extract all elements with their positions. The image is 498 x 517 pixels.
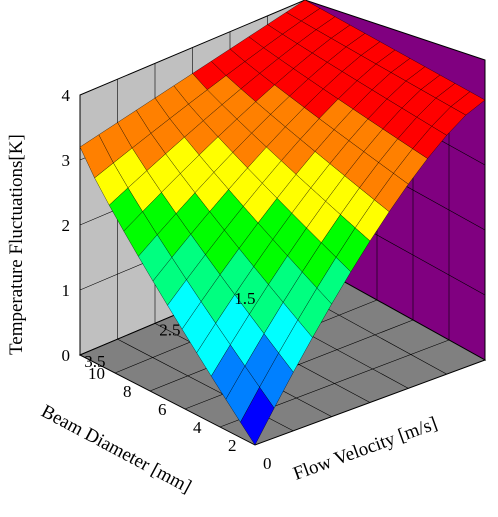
x-axis-title: Beam Diameter [mm] [38,401,195,498]
x-tick-label: 1.5 [234,289,255,308]
x-tick-label: 2.5 [159,321,180,340]
y-tick-label: 8 [123,382,132,401]
surface-patch [240,386,275,446]
y-tick-label: 4 [193,418,202,437]
y-tick-label: 10 [88,364,105,383]
z-tick-label: 2 [62,216,71,235]
z-tick-label: 1 [62,281,71,300]
y-tick-label: 0 [263,454,272,473]
z-tick-label: 0 [62,346,71,365]
x-axis-ticks: 1.5 2.5 3.5 [84,289,255,371]
z-axis-title: Temperature Fluctuations[K] [6,134,27,355]
z-axis-ticks: 0 1 2 3 4 [62,86,71,365]
y-tick-label: 6 [158,400,167,419]
z-tick-label: 4 [62,86,71,105]
y-axis-ticks: 0 2 4 6 8 10 [88,364,272,473]
y-tick-label: 2 [228,436,237,455]
z-tick-label: 3 [62,151,71,170]
x-tick-label: 3.5 [84,352,105,371]
surface-mesh [79,0,486,446]
